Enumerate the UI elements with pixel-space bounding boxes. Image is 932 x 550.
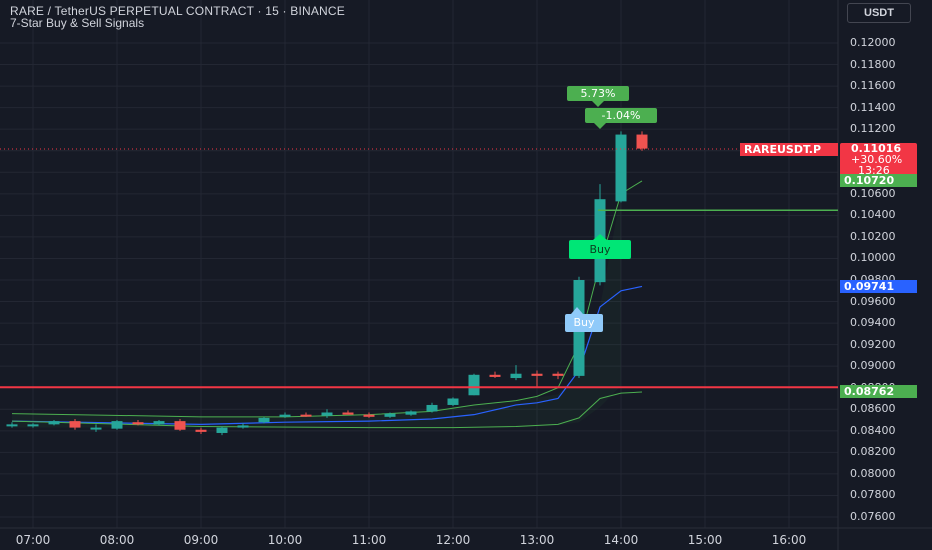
time-tick: 10:00 bbox=[267, 533, 303, 547]
symbol-title[interactable]: RARE / TetherUS PERPETUAL CONTRACT · 15 … bbox=[10, 4, 345, 18]
buy-signal-green: Buy bbox=[569, 240, 631, 259]
time-tick: 08:00 bbox=[99, 533, 135, 547]
price-tick: 0.11800 bbox=[850, 57, 896, 71]
candle-body bbox=[342, 412, 354, 415]
price-tick: 0.08000 bbox=[850, 466, 896, 480]
price-tick: 0.09000 bbox=[850, 359, 896, 373]
price-tick: 0.10400 bbox=[850, 208, 896, 222]
candle-body bbox=[132, 422, 144, 425]
green-trend-line bbox=[11, 180, 643, 418]
blue-line-price: 0.09741 bbox=[840, 280, 917, 293]
price-tick: 0.07800 bbox=[850, 488, 896, 502]
buy-signal-blue: Buy bbox=[565, 314, 603, 332]
candle-body bbox=[48, 421, 60, 425]
signal-up-pct: 5.73% bbox=[567, 86, 629, 101]
indicator-title[interactable]: 7-Star Buy & Sell Signals bbox=[10, 16, 145, 30]
time-tick: 11:00 bbox=[351, 533, 387, 547]
lower-band-line bbox=[11, 391, 643, 429]
candle-body bbox=[489, 374, 501, 377]
symbol-price-tag: RAREUSDT.P bbox=[740, 143, 838, 156]
indicator-bands bbox=[11, 180, 643, 429]
candle-body bbox=[300, 414, 312, 417]
price-tick: 0.11600 bbox=[850, 79, 896, 93]
candle-body bbox=[279, 414, 291, 417]
price-tick: 0.11400 bbox=[850, 100, 896, 114]
last-price-box: 0.11016 +30.60% 13:26 bbox=[840, 143, 917, 177]
time-tick: 16:00 bbox=[771, 533, 807, 547]
signal-arrow bbox=[594, 123, 606, 129]
price-tick: 0.08200 bbox=[850, 445, 896, 459]
candle-body bbox=[321, 412, 333, 416]
price-tick: 0.09400 bbox=[850, 316, 896, 330]
price-tick: 0.10000 bbox=[850, 251, 896, 265]
time-tick: 13:00 bbox=[519, 533, 555, 547]
candle-body bbox=[195, 429, 207, 432]
candle-body bbox=[69, 421, 81, 428]
signal-arrow bbox=[592, 101, 604, 107]
currency-button[interactable]: USDT bbox=[847, 3, 911, 23]
candle-body bbox=[552, 373, 564, 376]
red-line-price: 0.08762 bbox=[840, 385, 917, 398]
time-tick: 09:00 bbox=[183, 533, 219, 547]
bar-countdown: 13:26 bbox=[858, 164, 890, 177]
buy-arrow bbox=[593, 234, 607, 240]
candle-body bbox=[153, 421, 165, 425]
candle-body bbox=[111, 421, 123, 429]
candle-body bbox=[90, 427, 102, 430]
candle-body bbox=[258, 417, 270, 423]
price-tick: 0.09200 bbox=[850, 337, 896, 351]
candle-body bbox=[363, 414, 375, 417]
time-tick: 15:00 bbox=[687, 533, 723, 547]
candle-body bbox=[468, 374, 480, 396]
candlestick-series bbox=[6, 131, 648, 436]
candle-body bbox=[510, 373, 522, 379]
candle-body bbox=[405, 411, 417, 415]
candle-body bbox=[636, 134, 648, 149]
price-tick: 0.11200 bbox=[850, 122, 896, 136]
price-tick: 0.10600 bbox=[850, 186, 896, 200]
candle-body bbox=[384, 413, 396, 417]
candle-body bbox=[531, 373, 543, 376]
change-pct: +30.60% bbox=[851, 153, 903, 166]
candle-body bbox=[216, 427, 228, 433]
buy-arrow bbox=[571, 307, 583, 314]
candle-body bbox=[6, 424, 18, 427]
candle-body bbox=[174, 421, 186, 430]
price-tick: 0.09600 bbox=[850, 294, 896, 308]
blue-trend-line bbox=[11, 285, 643, 425]
candle-body bbox=[27, 424, 39, 427]
time-tick: 07:00 bbox=[15, 533, 51, 547]
price-tick: 0.12000 bbox=[850, 36, 896, 49]
last-price: 0.11016 bbox=[851, 142, 902, 155]
price-tick: 0.08400 bbox=[850, 423, 896, 437]
price-tick: 0.08600 bbox=[850, 402, 896, 416]
candle-body bbox=[237, 425, 249, 428]
price-tick: 0.07600 bbox=[850, 510, 896, 523]
signal-down-pct: -1.04% bbox=[585, 108, 657, 123]
time-tick: 12:00 bbox=[435, 533, 471, 547]
candle-body bbox=[447, 398, 459, 405]
price-levels bbox=[0, 101, 838, 389]
indicator-cloud bbox=[12, 193, 621, 428]
green-line-price: 0.10720 bbox=[840, 174, 917, 187]
candle-body bbox=[426, 404, 438, 412]
price-tick: 0.10200 bbox=[850, 229, 896, 243]
time-tick: 14:00 bbox=[603, 533, 639, 547]
candle-body bbox=[615, 134, 627, 202]
